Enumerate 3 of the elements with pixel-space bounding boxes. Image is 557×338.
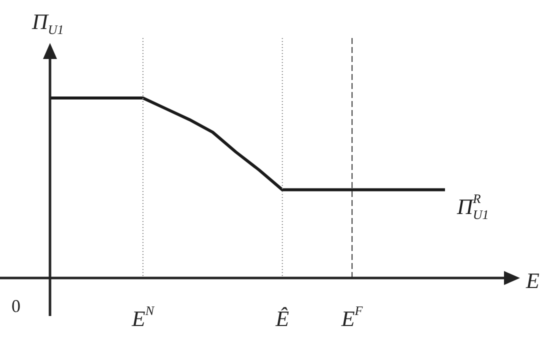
text: 0 (12, 296, 20, 316)
x-tick-label: Ê (274, 306, 290, 331)
x-axis-title: E (525, 268, 540, 293)
